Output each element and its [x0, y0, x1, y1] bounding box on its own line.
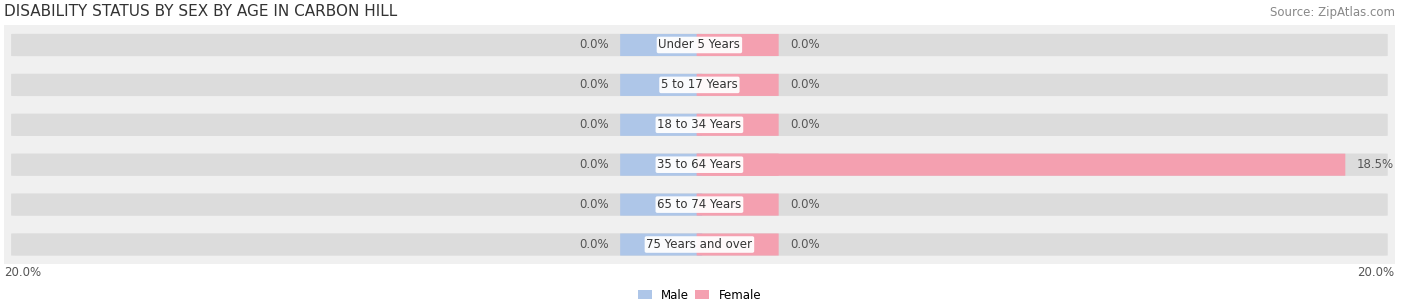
FancyBboxPatch shape: [620, 114, 702, 136]
FancyBboxPatch shape: [0, 224, 1406, 265]
Text: 0.0%: 0.0%: [579, 198, 609, 211]
Text: 20.0%: 20.0%: [1358, 267, 1395, 279]
FancyBboxPatch shape: [696, 34, 779, 56]
FancyBboxPatch shape: [11, 193, 1388, 216]
FancyBboxPatch shape: [696, 74, 779, 96]
FancyBboxPatch shape: [696, 154, 1346, 176]
Text: 18.5%: 18.5%: [1357, 158, 1393, 171]
FancyBboxPatch shape: [11, 233, 1388, 256]
FancyBboxPatch shape: [696, 233, 779, 256]
Text: DISABILITY STATUS BY SEX BY AGE IN CARBON HILL: DISABILITY STATUS BY SEX BY AGE IN CARBO…: [4, 4, 398, 19]
FancyBboxPatch shape: [696, 154, 779, 176]
Text: 0.0%: 0.0%: [790, 78, 820, 92]
FancyBboxPatch shape: [11, 153, 1388, 176]
Text: 75 Years and over: 75 Years and over: [647, 238, 752, 251]
FancyBboxPatch shape: [0, 144, 1406, 185]
Text: 0.0%: 0.0%: [790, 198, 820, 211]
Text: 18 to 34 Years: 18 to 34 Years: [658, 118, 741, 131]
Legend: Male, Female: Male, Female: [637, 289, 761, 302]
FancyBboxPatch shape: [696, 194, 779, 216]
Text: 5 to 17 Years: 5 to 17 Years: [661, 78, 738, 92]
FancyBboxPatch shape: [11, 114, 1388, 136]
FancyBboxPatch shape: [11, 34, 1388, 56]
Text: 0.0%: 0.0%: [579, 238, 609, 251]
FancyBboxPatch shape: [0, 184, 1406, 225]
Text: 0.0%: 0.0%: [579, 118, 609, 131]
Text: 20.0%: 20.0%: [4, 267, 41, 279]
FancyBboxPatch shape: [0, 25, 1406, 65]
Text: Under 5 Years: Under 5 Years: [658, 38, 741, 52]
FancyBboxPatch shape: [0, 104, 1406, 145]
FancyBboxPatch shape: [11, 74, 1388, 96]
FancyBboxPatch shape: [620, 34, 702, 56]
Text: Source: ZipAtlas.com: Source: ZipAtlas.com: [1270, 6, 1395, 19]
FancyBboxPatch shape: [696, 114, 779, 136]
Text: 0.0%: 0.0%: [579, 158, 609, 171]
FancyBboxPatch shape: [0, 65, 1406, 105]
Text: 0.0%: 0.0%: [790, 238, 820, 251]
Text: 65 to 74 Years: 65 to 74 Years: [657, 198, 741, 211]
FancyBboxPatch shape: [620, 194, 702, 216]
Text: 0.0%: 0.0%: [579, 38, 609, 52]
Text: 0.0%: 0.0%: [790, 118, 820, 131]
Text: 0.0%: 0.0%: [790, 38, 820, 52]
Text: 35 to 64 Years: 35 to 64 Years: [658, 158, 741, 171]
FancyBboxPatch shape: [620, 74, 702, 96]
Text: 0.0%: 0.0%: [579, 78, 609, 92]
FancyBboxPatch shape: [620, 233, 702, 256]
FancyBboxPatch shape: [620, 154, 702, 176]
